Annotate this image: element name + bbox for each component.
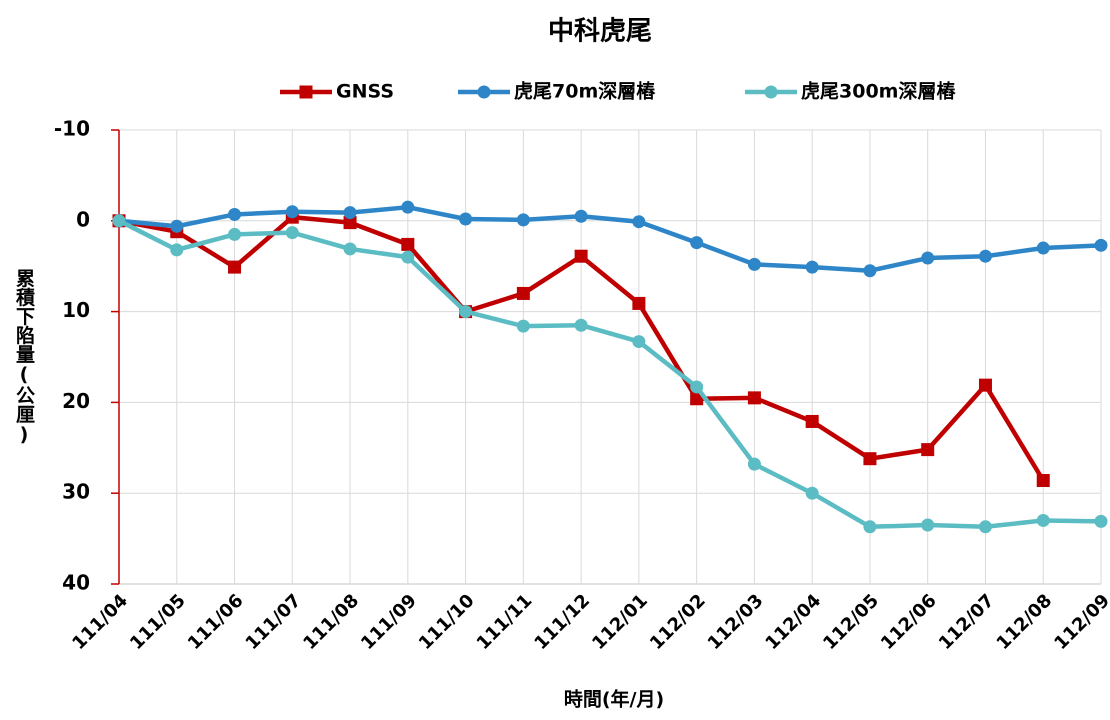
marker <box>343 216 357 230</box>
marker <box>401 250 415 264</box>
x-tick-label: 111/10 <box>415 590 479 654</box>
marker <box>805 486 819 500</box>
marker <box>459 212 473 226</box>
x-tick-label: 112/08 <box>993 590 1057 654</box>
marker <box>285 226 299 240</box>
y-tick-label: -10 <box>54 117 90 141</box>
marker <box>459 305 473 319</box>
x-tick-label: 111/09 <box>357 590 421 654</box>
marker <box>747 457 761 471</box>
marker <box>921 443 935 457</box>
marker <box>978 249 992 263</box>
marker <box>863 264 877 278</box>
x-tick-label: 112/03 <box>704 590 768 654</box>
x-tick-label: 111/11 <box>473 590 537 654</box>
y-tick-label: 10 <box>62 298 90 322</box>
marker <box>516 319 530 333</box>
marker <box>574 249 588 263</box>
y-axis-label: 累積下陷量(公厘) <box>13 268 35 445</box>
y-tick-label: 0 <box>76 207 90 231</box>
legend-marker <box>299 85 313 99</box>
x-tick-label: 111/07 <box>242 590 306 654</box>
x-tick-label: 112/04 <box>761 590 825 654</box>
marker <box>632 335 646 349</box>
marker <box>978 378 992 392</box>
marker <box>1036 241 1050 255</box>
marker <box>228 207 242 221</box>
marker <box>1094 514 1108 528</box>
marker <box>690 392 704 406</box>
marker <box>863 452 877 466</box>
marker <box>632 215 646 229</box>
legend-label: 虎尾300m深層樁 <box>801 80 956 103</box>
x-tick-label: 111/05 <box>126 590 190 654</box>
x-tick-label: 112/07 <box>935 590 999 654</box>
marker <box>690 236 704 250</box>
marker <box>401 237 415 251</box>
chart-title: 中科虎尾 <box>548 17 652 47</box>
marker <box>1036 513 1050 527</box>
legend-marker <box>764 85 778 99</box>
x-tick-label: 111/06 <box>184 590 248 654</box>
marker <box>285 205 299 219</box>
marker <box>690 380 704 394</box>
marker <box>921 251 935 265</box>
x-axis-label: 時間(年/月) <box>564 688 664 711</box>
marker <box>863 520 877 534</box>
marker <box>921 518 935 532</box>
marker <box>574 318 588 332</box>
marker <box>112 214 126 228</box>
marker <box>1094 238 1108 252</box>
series-line <box>118 204 1102 273</box>
x-tick-label: 111/08 <box>299 590 363 654</box>
marker <box>228 260 242 274</box>
marker <box>170 219 184 233</box>
marker <box>747 391 761 405</box>
marker <box>747 257 761 271</box>
legend-label: 虎尾70m深層樁 <box>514 80 656 103</box>
x-tick-label: 112/05 <box>819 590 883 654</box>
marker <box>574 209 588 223</box>
x-tick-label: 112/02 <box>646 590 710 654</box>
marker <box>978 520 992 534</box>
marker <box>343 242 357 256</box>
marker <box>170 243 184 257</box>
marker <box>516 286 530 300</box>
x-tick-label: 111/12 <box>530 590 594 654</box>
marker <box>516 213 530 227</box>
legend-marker <box>477 85 491 99</box>
y-tick-label: 40 <box>62 571 90 595</box>
series-line <box>117 218 1102 530</box>
x-tick-label: 112/01 <box>588 590 652 654</box>
y-tick-label: 20 <box>62 389 90 413</box>
marker <box>805 414 819 428</box>
marker <box>632 296 646 310</box>
marker <box>1036 473 1050 487</box>
x-tick-label: 112/09 <box>1050 590 1110 654</box>
marker <box>343 206 357 220</box>
marker <box>228 227 242 241</box>
marker <box>401 200 415 214</box>
legend-label: GNSS <box>336 81 394 103</box>
x-tick-label: 112/06 <box>877 590 941 654</box>
marker <box>805 260 819 274</box>
x-tick-label: 111/04 <box>68 590 132 654</box>
y-tick-label: 30 <box>62 480 90 504</box>
